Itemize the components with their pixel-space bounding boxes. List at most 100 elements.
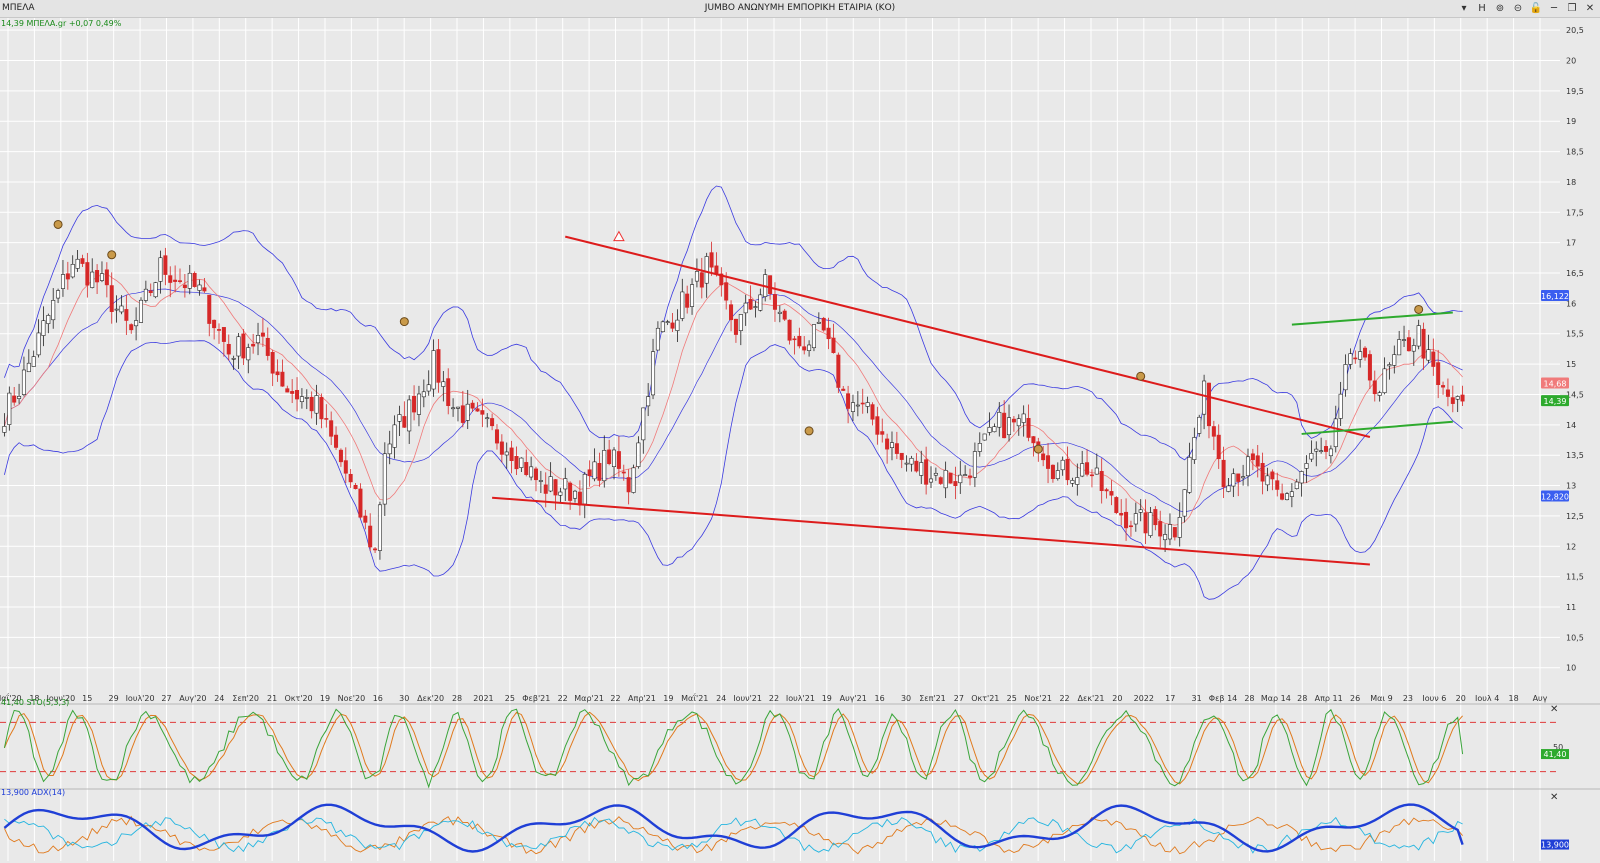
candle-body[interactable] [607,449,612,465]
candle-body[interactable] [533,468,539,481]
candle-body[interactable] [304,397,309,399]
candle-body[interactable] [982,433,987,441]
candle-body[interactable] [1075,477,1080,485]
candle-body[interactable] [373,548,378,551]
candle-body[interactable] [509,447,514,462]
candle-body[interactable] [36,332,41,356]
candle-body[interactable] [270,351,275,374]
candle-body[interactable] [846,393,851,409]
candle-body[interactable] [1328,448,1333,457]
candle-body[interactable] [1284,493,1290,501]
candle-body[interactable] [480,410,485,415]
candle-body[interactable] [119,305,124,313]
candle-body[interactable] [894,443,899,454]
candle-body[interactable] [109,285,114,312]
candle-body[interactable] [1363,347,1368,358]
candle-body[interactable] [280,371,285,387]
candle-body[interactable] [1143,512,1148,534]
candle-body[interactable] [714,265,719,275]
candle-body[interactable] [7,392,12,425]
candle-body[interactable] [407,399,412,432]
restore-icon[interactable]: ❐ [1567,3,1577,14]
candle-body[interactable] [499,441,504,455]
trendline-upper-red[interactable] [565,235,1371,438]
candle-body[interactable] [1421,328,1426,359]
stochastic-close-icon[interactable]: ✕ [1550,704,1558,715]
candle-body[interactable] [738,314,743,331]
candle-body[interactable] [1372,380,1377,395]
candle-body[interactable] [1163,534,1168,541]
candle-body[interactable] [1026,418,1031,438]
candle-body[interactable] [60,274,65,289]
candle-body[interactable] [1241,476,1246,479]
candle-body[interactable] [1177,517,1182,538]
candle-body[interactable] [451,407,456,410]
candle-body[interactable] [782,310,787,320]
candle-body[interactable] [143,288,148,301]
candle-body[interactable] [553,479,558,496]
candle-body[interactable] [850,402,855,412]
candle-body[interactable] [197,284,202,291]
candle-body[interactable] [31,356,36,367]
candle-body[interactable] [12,395,17,403]
candle-body[interactable] [660,321,665,333]
candle-body[interactable] [855,404,860,407]
candle-body[interactable] [1265,475,1270,486]
candle-body[interactable] [260,332,265,337]
candle-body[interactable] [875,416,880,435]
candle-body[interactable] [441,381,446,387]
candle-body[interactable] [651,351,656,396]
candle-body[interactable] [95,270,100,283]
candle-body[interactable] [99,273,104,281]
candle-body[interactable] [353,485,358,490]
dividend-icon[interactable] [1414,304,1424,314]
candle-body[interactable] [729,304,734,321]
candle-body[interactable] [953,481,958,486]
candle-body[interactable] [719,273,724,286]
candle-body[interactable] [1450,397,1455,404]
candle-body[interactable] [1382,368,1387,394]
candle-body[interactable] [1280,493,1285,500]
candle-body[interactable] [26,362,31,373]
candle-body[interactable] [1206,382,1211,427]
candle-body[interactable] [402,416,407,428]
candle-body[interactable] [124,309,129,321]
warning-icon[interactable] [613,230,625,242]
candle-body[interactable] [524,462,529,475]
candle-body[interactable] [928,478,934,483]
candle-body[interactable] [519,457,524,468]
adx-close-icon[interactable]: ✕ [1550,792,1558,803]
candle-body[interactable] [963,474,968,476]
candle-body[interactable] [134,320,139,327]
candle-body[interactable] [821,317,826,331]
candle-body[interactable] [1055,470,1060,479]
chain-icon[interactable]: ⊝ [1513,3,1523,14]
candle-body[interactable] [1416,325,1421,347]
candle-body[interactable] [772,294,777,310]
candle-body[interactable] [338,449,343,463]
candle-body[interactable] [314,395,319,414]
candle-body[interactable] [563,478,568,490]
candle-body[interactable] [616,451,621,469]
candle-body[interactable] [1016,418,1021,427]
candle-body[interactable] [943,470,948,489]
candle-body[interactable] [236,336,241,357]
candle-body[interactable] [177,280,183,282]
candle-body[interactable] [748,298,753,310]
candle-body[interactable] [1299,471,1304,484]
candle-body[interactable] [880,431,885,435]
candle-body[interactable] [968,475,973,478]
candle-body[interactable] [168,275,173,283]
candle-body[interactable] [1343,364,1348,391]
candle-body[interactable] [577,491,582,506]
candle-body[interactable] [475,408,480,412]
candle-body[interactable] [75,258,80,269]
candle-body[interactable] [1367,354,1372,381]
candle-body[interactable] [592,461,597,480]
candle-body[interactable] [1187,456,1192,493]
candle-body[interactable] [836,354,841,388]
candle-body[interactable] [70,264,75,278]
trendline-upper-green[interactable] [1291,311,1453,326]
candle-body[interactable] [1294,481,1299,489]
dropdown-icon[interactable]: ▾ [1461,3,1467,14]
